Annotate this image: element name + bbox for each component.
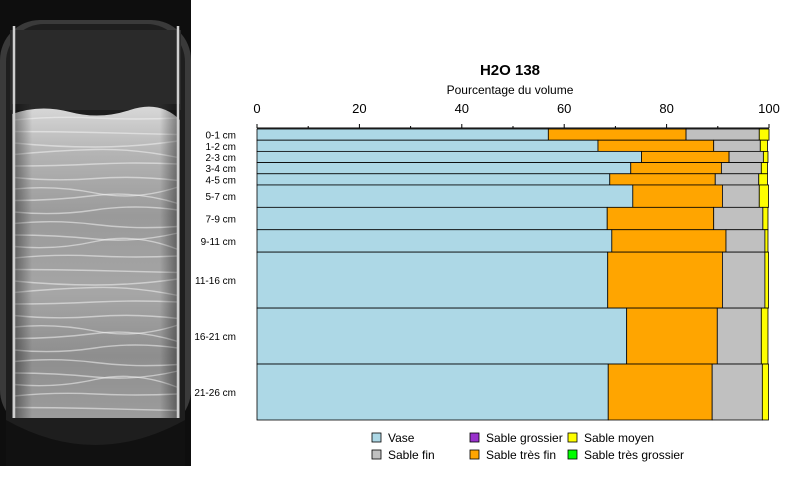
- x-tick-label: 20: [352, 101, 366, 116]
- y-tick-label: 2-3 cm: [205, 153, 236, 164]
- bar-segment: [685, 128, 760, 141]
- bar-segment: [609, 173, 716, 186]
- bar-segment: [758, 184, 769, 208]
- bar-segment: [256, 173, 611, 186]
- legend-label: Sable moyen: [584, 431, 654, 445]
- bar-segment: [760, 162, 768, 175]
- bar-segment: [713, 206, 764, 231]
- bar-segment: [758, 128, 770, 141]
- bar-segment: [760, 307, 769, 365]
- x-axis-label: Pourcentage du volume: [447, 83, 574, 97]
- legend-swatch: [371, 449, 382, 460]
- y-tick-label: 9-11 cm: [201, 237, 236, 248]
- legend-label: Sable très fin: [486, 448, 556, 462]
- y-tick-label: 7-9 cm: [205, 215, 236, 226]
- bar-segment: [764, 251, 769, 309]
- stacked-bars: [256, 128, 770, 421]
- y-tick-label: 4-5 cm: [205, 175, 236, 186]
- bar-segment: [256, 162, 632, 175]
- bar-segment: [761, 363, 769, 421]
- legend-label: Vase: [388, 431, 415, 445]
- bar-segment: [630, 162, 722, 175]
- bar-segment: [713, 139, 761, 152]
- bar-segment: [611, 229, 727, 253]
- bar-segment: [256, 251, 609, 309]
- chart-title: H2O 138: [480, 62, 540, 79]
- bar-segment: [547, 128, 687, 141]
- y-tick-label: 3-4 cm: [205, 164, 236, 175]
- y-tick-label: 16-21 cm: [194, 332, 236, 343]
- bar-segment: [256, 363, 609, 421]
- x-tick-label: 0: [253, 101, 260, 116]
- bar-segment: [762, 150, 769, 163]
- bar-segment: [632, 184, 723, 208]
- y-tick-label: 21-26 cm: [194, 388, 236, 399]
- legend-swatch: [567, 449, 578, 460]
- bar-segment: [714, 173, 760, 186]
- bar-segment: [722, 251, 766, 309]
- x-axis: 0 20 40 60 80 100: [253, 101, 780, 129]
- legend-swatch: [469, 432, 480, 443]
- bar-segment: [256, 128, 549, 141]
- bar-segment: [759, 139, 768, 152]
- bar-segment: [256, 150, 642, 163]
- legend-swatch: [469, 449, 480, 460]
- x-tick-label: 40: [455, 101, 469, 116]
- bar-segment: [256, 307, 628, 365]
- x-tick-label: 100: [758, 101, 780, 116]
- legend-label: Sable très grossier: [584, 448, 684, 462]
- y-tick-label: 0-1 cm: [205, 131, 236, 142]
- bar-segment: [725, 229, 766, 253]
- bar-segment: [256, 139, 599, 152]
- legend-swatch: [371, 432, 382, 443]
- bar-segment: [597, 139, 715, 152]
- bar-segment: [711, 363, 763, 421]
- bar-segment: [607, 363, 713, 421]
- bar-segment: [641, 150, 730, 163]
- bar-segment: [626, 307, 718, 365]
- bar-segment: [762, 206, 769, 231]
- grain-size-stacked-bar-chart: H2O 138 Pourcentage du volume 0 20 40 60 80 1…: [194, 62, 780, 462]
- bar-segment: [256, 206, 608, 231]
- y-tick-label: 1-2 cm: [205, 142, 236, 153]
- bar-segment: [607, 251, 723, 309]
- bar-segment: [728, 150, 764, 163]
- x-tick-label: 80: [659, 101, 673, 116]
- y-tick-label: 11-16 cm: [195, 276, 236, 287]
- bar-segment: [758, 173, 768, 186]
- x-tick-label: 60: [557, 101, 571, 116]
- legend-swatch: [567, 432, 578, 443]
- y-tick-label: 5-7 cm: [205, 192, 236, 203]
- bar-segment: [256, 184, 634, 208]
- bar-segment: [722, 184, 760, 208]
- legend-label: Sable fin: [388, 448, 435, 462]
- bar-segment: [256, 229, 613, 253]
- legend: Vase Sable fin Sable grossier Sable très fi…: [371, 431, 684, 462]
- bar-segment: [764, 229, 769, 253]
- y-axis-tick-labels: 0-1 cm1-2 cm2-3 cm3-4 cm4-5 cm 5-7 cm 7-9 …: [194, 131, 236, 399]
- legend-label: Sable grossier: [486, 431, 563, 445]
- sediment-core-scan-image: [0, 0, 191, 466]
- bar-segment: [716, 307, 762, 365]
- bar-segment: [606, 206, 715, 231]
- bar-segment: [720, 162, 762, 175]
